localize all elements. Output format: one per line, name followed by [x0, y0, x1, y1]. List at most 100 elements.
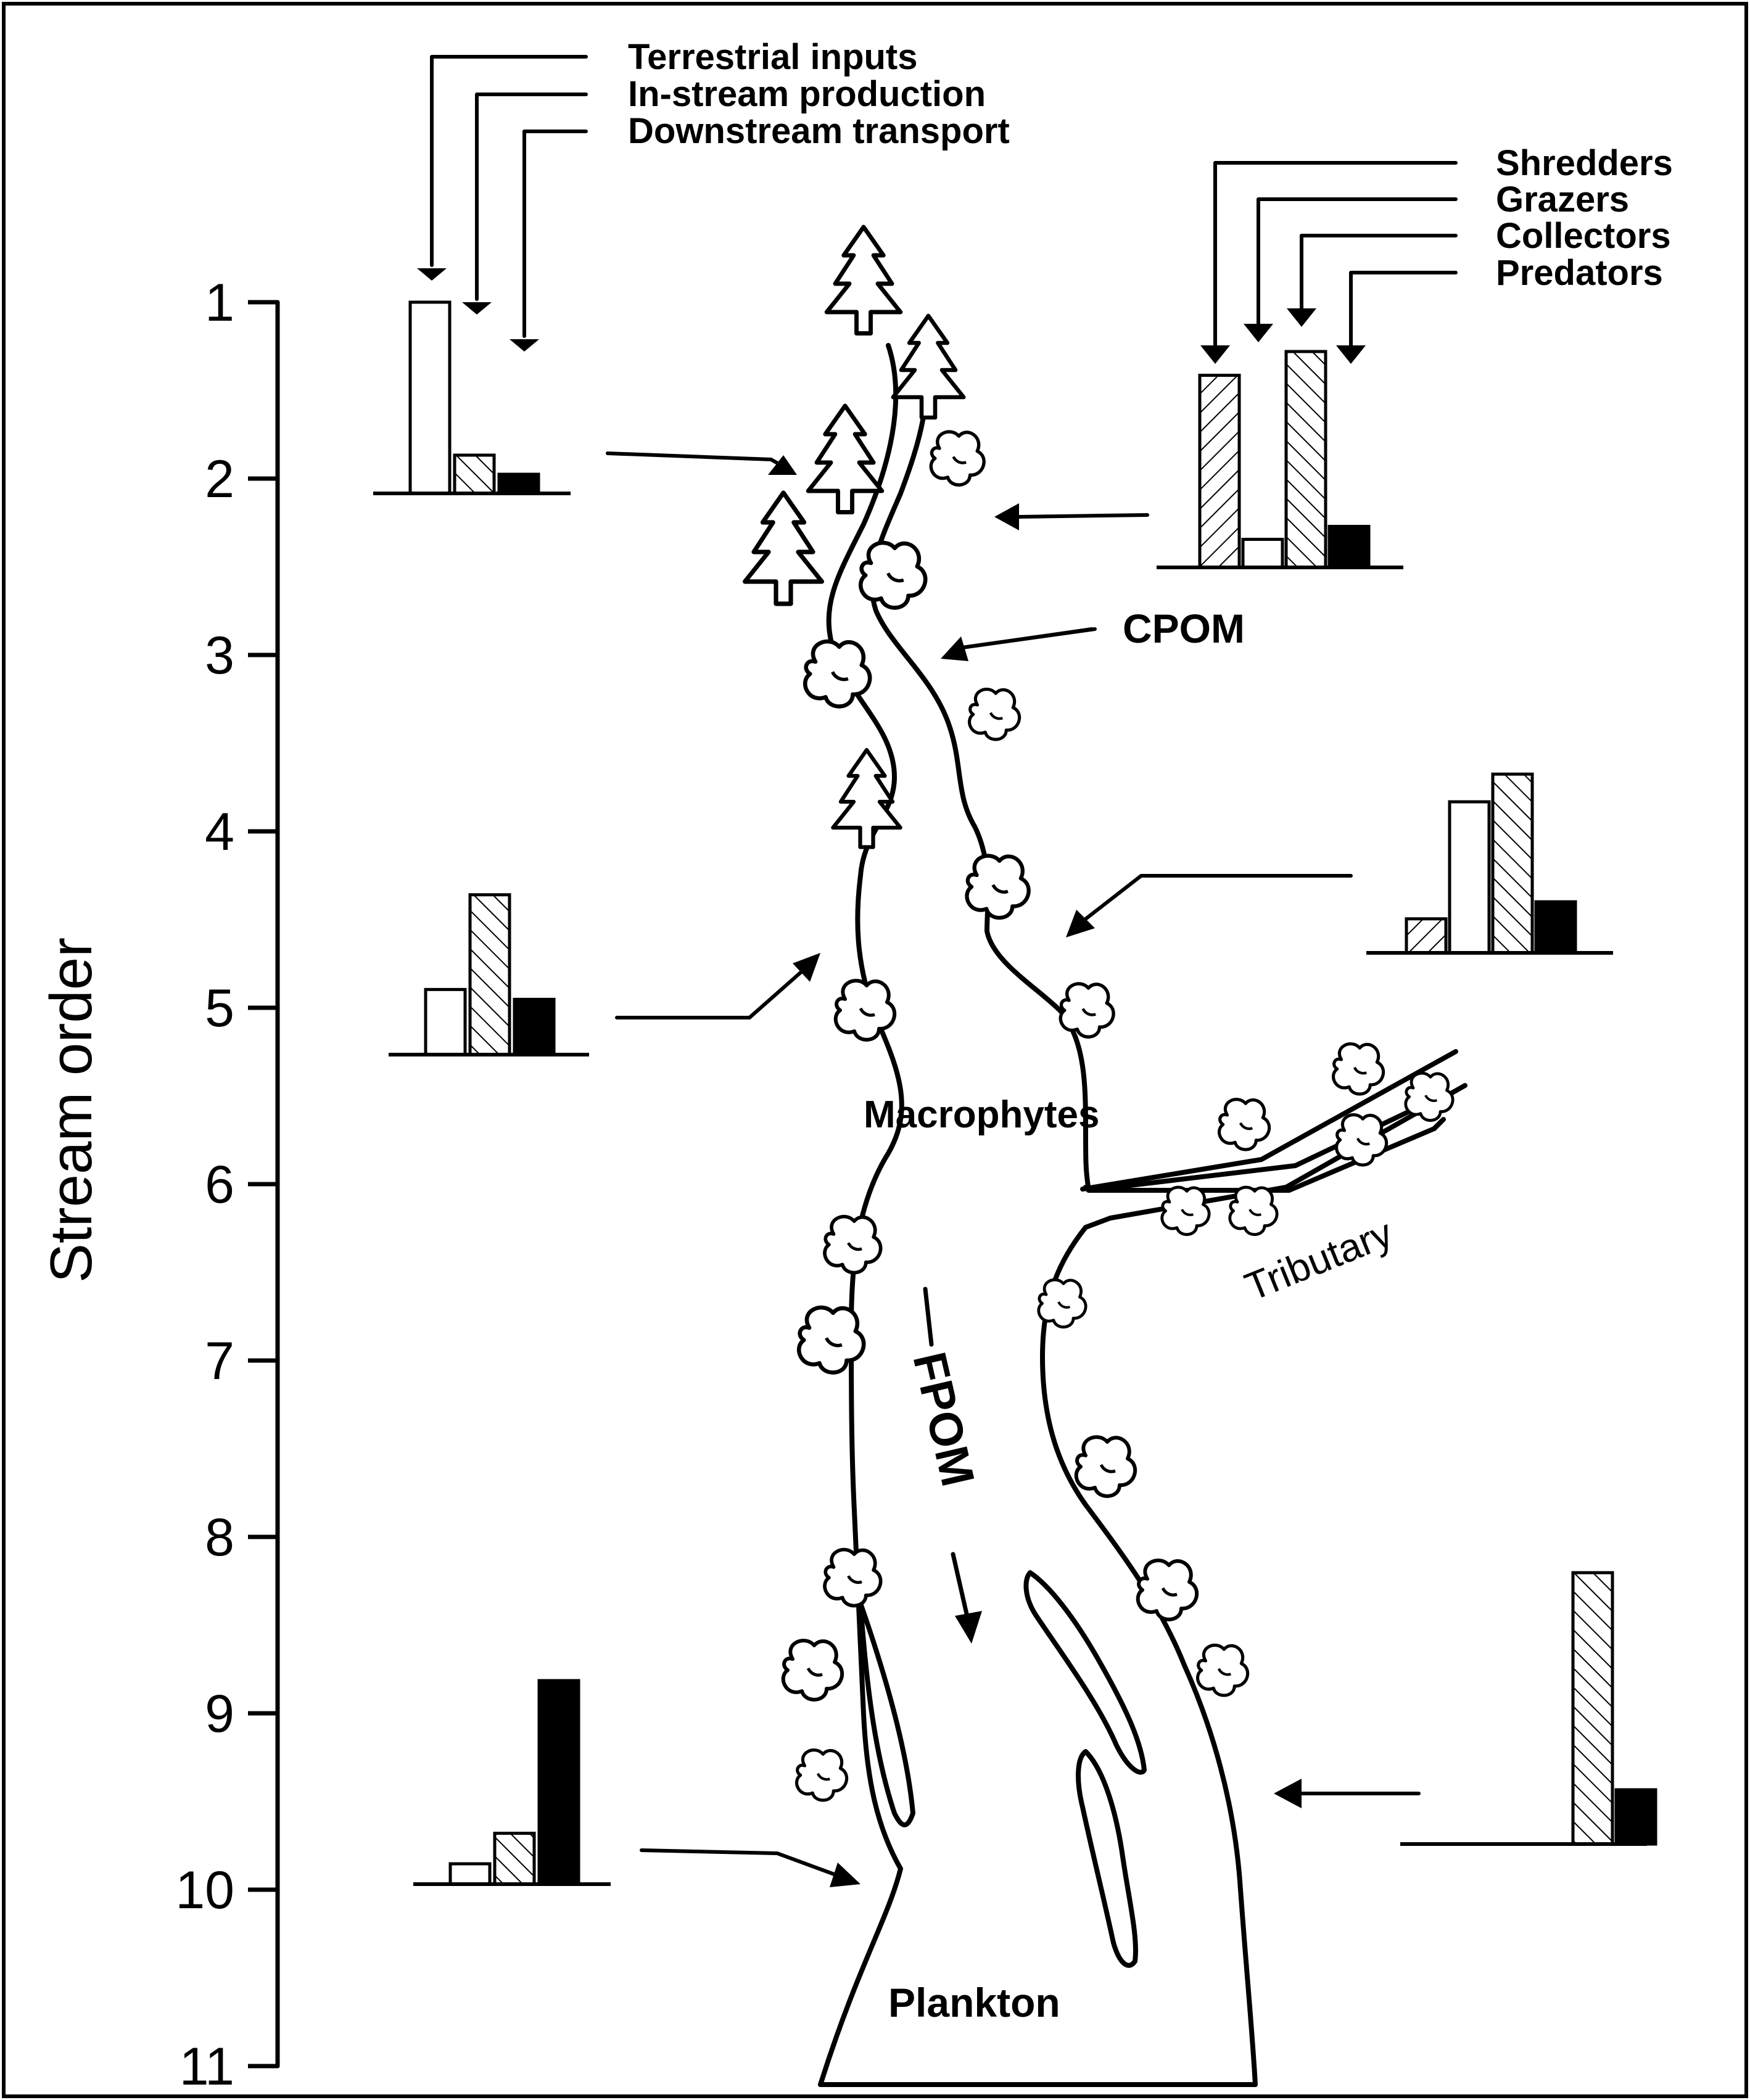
arrowhead-icon [793, 953, 820, 982]
axis-tick-label: 5 [205, 979, 234, 1038]
shrub-icon [1059, 982, 1115, 1039]
bar-chart-2 [389, 893, 589, 1056]
bar-terrestrial-inputs [424, 987, 467, 1056]
axis-tick-label: 8 [205, 1508, 234, 1567]
river-island [858, 1601, 915, 1827]
axis-tick-label: 10 [175, 1861, 234, 1920]
legend-label-shredders: Shredders [1496, 143, 1673, 183]
axis-tick-label: 9 [205, 1684, 234, 1744]
bar-downstream-transport [497, 472, 540, 495]
legend-arrow-collectors [1300, 234, 1458, 316]
arrowhead-icon [955, 1611, 982, 1644]
river-island [1023, 1570, 1147, 1775]
riparian-vegetation [742, 224, 1455, 1802]
bar-terrestrial-inputs [448, 1862, 492, 1886]
shrub-icon [1404, 1071, 1455, 1122]
conifer-tree-icon [806, 403, 885, 514]
bar-chart-5 [1366, 772, 1613, 955]
pointer-arrow [606, 451, 791, 472]
arrowhead-icon [1336, 345, 1366, 364]
axis-tick-label: 3 [205, 626, 234, 685]
cpom-label: CPOM [1123, 606, 1245, 651]
conifer-tree-icon [891, 313, 966, 420]
cpom-flow-arrow [960, 627, 1094, 649]
bar-predators [1327, 525, 1371, 569]
bar-downstream-transport [537, 1679, 580, 1886]
arrowhead-icon [768, 455, 797, 475]
feeding-legend: Shredders Grazers Collectors Predators [1200, 143, 1673, 364]
arrowhead-icon [994, 503, 1019, 530]
shrub-icon [965, 854, 1031, 920]
bar-grazers [1241, 538, 1284, 569]
bar-predators [1614, 1788, 1657, 1846]
legend-label-downstream: Downstream transport [628, 111, 1010, 151]
bar-chart-6 [1400, 1571, 1657, 1846]
arrowhead-icon [462, 302, 492, 315]
shrub-icon [796, 1305, 866, 1375]
bar-collectors [1284, 350, 1327, 569]
shrub-icon [968, 688, 1022, 741]
legend-label-collectors: Collectors [1496, 216, 1671, 256]
shrub-icon [781, 1639, 844, 1702]
axis-tick-label: 11 [180, 2037, 234, 2096]
axis-tick-label: 2 [205, 450, 234, 509]
legend-arrow-predators [1349, 271, 1458, 350]
chart-pointer-arrows [606, 451, 1421, 1887]
shrub-icon [795, 1748, 849, 1802]
legend-label-grazers: Grazers [1496, 179, 1629, 220]
plankton-label: Plankton [888, 1980, 1060, 2025]
axis-tick-label: 6 [205, 1155, 234, 1214]
shrub-icon [1196, 1644, 1250, 1697]
shrub-icon [1335, 1113, 1389, 1167]
shrub-icon [1332, 1042, 1385, 1096]
legend-arrow-shredders [1213, 161, 1458, 350]
legend-arrow-instream [475, 93, 588, 301]
legend-label-predators: Predators [1496, 253, 1663, 293]
bar-charts [373, 300, 1657, 1886]
bar-in-stream-production [493, 1832, 536, 1886]
river-left-bank [818, 343, 904, 2087]
arrowhead-icon [1287, 308, 1316, 327]
arrowhead-icon [941, 636, 968, 661]
shrub-icon [1074, 1435, 1137, 1498]
bar-predators [1534, 900, 1577, 955]
arrowhead-icon [830, 1863, 861, 1887]
bar-terrestrial-inputs [408, 300, 452, 495]
axis-tick-label: 4 [205, 802, 234, 862]
shrub-icon [1228, 1185, 1279, 1236]
conifer-tree-icon [831, 747, 902, 849]
shrub-icon [833, 979, 897, 1042]
arrowhead-icon [1244, 324, 1273, 342]
pointer-arrow [615, 970, 804, 1019]
pointer-arrow [1016, 513, 1149, 519]
shrub-icon [823, 1214, 883, 1275]
legend-label-terrestrial: Terrestrial inputs [628, 37, 918, 77]
bar-grazers [1448, 800, 1491, 955]
bar-collectors [1571, 1571, 1614, 1846]
bar-chart-4 [1157, 350, 1403, 569]
shrub-icon [803, 639, 872, 709]
axis-tick-label: 7 [205, 1332, 234, 1391]
fpom-label: FPOM [902, 1348, 984, 1491]
tributary-upper-bank [1432, 1117, 1446, 1131]
conifer-tree-icon [824, 224, 903, 336]
shrub-icon [1160, 1185, 1211, 1236]
tributary-lower-bank [1086, 1086, 1446, 1193]
bar-chart-1 [373, 300, 571, 495]
pointer-arrow [640, 1848, 838, 1877]
conifer-tree-icon [742, 490, 825, 606]
shrub-icon [823, 1547, 883, 1608]
inputs-legend: Terrestrial inputs In-stream production … [417, 37, 1010, 352]
stream-order-axis: 1 2 3 4 5 6 7 8 9 10 11 Stream order [38, 273, 280, 2096]
tributary-bank-a [1080, 1049, 1458, 1192]
shrub-icon [1136, 1559, 1199, 1621]
arrowhead-icon [510, 339, 539, 352]
arrowhead-icon [1066, 910, 1095, 937]
river-right-bank [869, 343, 1437, 1193]
legend-label-instream: In-stream production [628, 74, 986, 114]
river-island [1076, 1749, 1138, 1968]
legend-arrow-grazers [1257, 197, 1458, 329]
bar-in-stream-production [468, 893, 511, 1056]
bar-in-stream-production [453, 453, 496, 495]
